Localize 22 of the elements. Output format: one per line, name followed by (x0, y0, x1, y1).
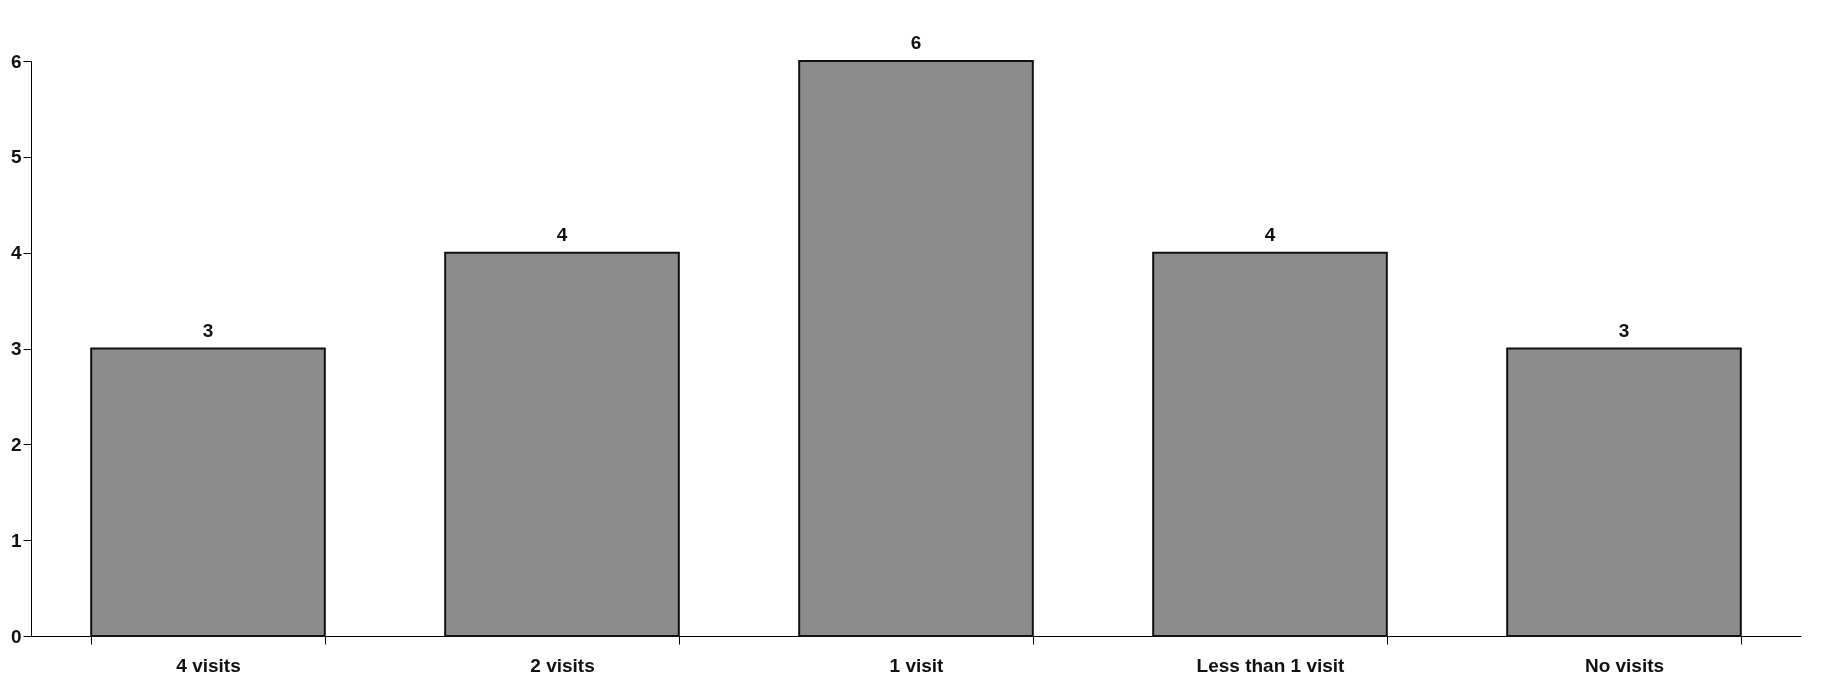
data-label: 4 (1264, 223, 1276, 245)
data-label: 3 (202, 319, 214, 341)
data-label: 6 (910, 32, 922, 53)
y-tick-label: 6 (10, 50, 22, 72)
bar (1506, 347, 1742, 637)
x-tick-label: Less than 1 visit (1196, 654, 1346, 676)
y-tick-label: 1 (10, 529, 22, 551)
x-tick-label: No visits (1584, 654, 1665, 676)
bar (444, 251, 680, 637)
bar (798, 60, 1034, 637)
y-tick-label: 3 (10, 338, 22, 359)
data-label: 3 (1618, 319, 1630, 341)
bar (90, 347, 326, 637)
x-tick-label: 2 visits (530, 654, 595, 676)
x-tick-label: 4 visits (176, 654, 241, 676)
y-tick-label: 2 (10, 433, 22, 455)
x-tick-label: 1 visit (889, 654, 945, 676)
y-tick-label: 4 (10, 242, 22, 264)
bar (1152, 251, 1388, 637)
data-label: 4 (556, 223, 568, 245)
y-tick-label: 0 (10, 625, 22, 647)
y-tick-label: 5 (10, 146, 22, 168)
